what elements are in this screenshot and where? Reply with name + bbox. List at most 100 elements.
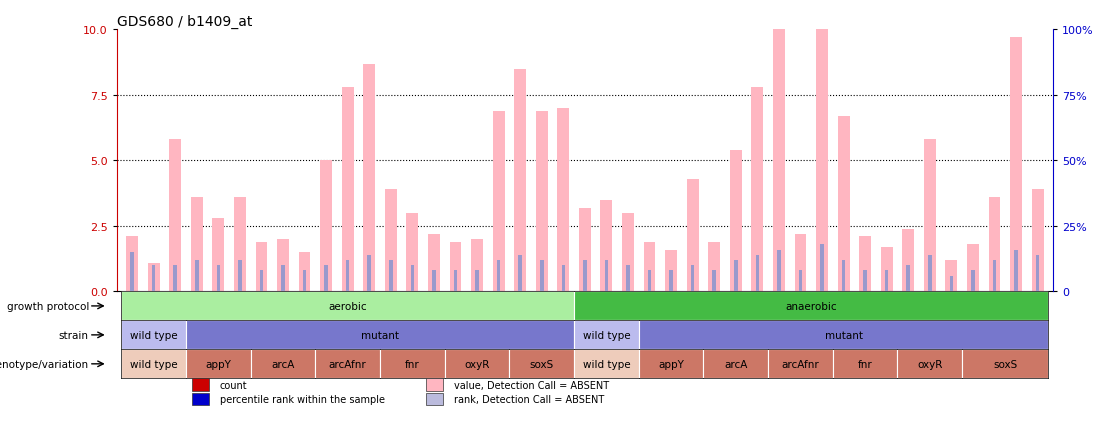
- Bar: [557, 109, 569, 292]
- Text: wild type: wild type: [583, 359, 631, 369]
- Bar: [638, 349, 703, 378]
- Bar: [174, 266, 177, 292]
- Text: arcA: arcA: [272, 359, 295, 369]
- Bar: [686, 179, 698, 292]
- Bar: [583, 260, 587, 292]
- Bar: [186, 349, 251, 378]
- Text: percentile rank within the sample: percentile rank within the sample: [219, 394, 385, 404]
- Bar: [794, 234, 807, 292]
- Bar: [730, 151, 742, 292]
- Bar: [622, 214, 634, 292]
- Bar: [842, 260, 846, 292]
- Bar: [778, 250, 781, 292]
- Bar: [432, 271, 436, 292]
- Text: mutant: mutant: [824, 330, 862, 340]
- Bar: [928, 255, 931, 292]
- Bar: [216, 266, 221, 292]
- Text: wild type: wild type: [130, 330, 177, 340]
- Bar: [907, 266, 910, 292]
- Bar: [384, 190, 397, 292]
- Bar: [799, 271, 802, 292]
- Bar: [121, 321, 186, 349]
- Bar: [993, 260, 996, 292]
- Bar: [407, 214, 418, 292]
- Bar: [561, 266, 565, 292]
- Bar: [515, 69, 526, 292]
- Bar: [426, 393, 442, 405]
- Text: GDS680 / b1409_at: GDS680 / b1409_at: [117, 15, 253, 30]
- Bar: [320, 161, 332, 292]
- Bar: [574, 349, 638, 378]
- Text: value, Detection Call = ABSENT: value, Detection Call = ABSENT: [453, 380, 609, 390]
- Text: genotype/variation: genotype/variation: [0, 359, 89, 369]
- Bar: [946, 260, 957, 292]
- Text: rank, Detection Call = ABSENT: rank, Detection Call = ABSENT: [453, 394, 604, 404]
- Bar: [713, 271, 716, 292]
- Text: anaerobic: anaerobic: [785, 301, 837, 311]
- Bar: [540, 260, 544, 292]
- Bar: [380, 349, 444, 378]
- Text: appY: appY: [658, 359, 684, 369]
- Bar: [476, 271, 479, 292]
- Bar: [644, 242, 655, 292]
- Bar: [190, 197, 203, 292]
- Bar: [192, 393, 208, 405]
- Bar: [691, 266, 694, 292]
- Bar: [186, 321, 574, 349]
- Bar: [444, 349, 509, 378]
- Bar: [497, 260, 500, 292]
- Text: count: count: [219, 380, 247, 390]
- Bar: [773, 30, 785, 292]
- Bar: [838, 117, 850, 292]
- Bar: [518, 255, 522, 292]
- Bar: [752, 88, 763, 292]
- Bar: [881, 247, 892, 292]
- Bar: [299, 253, 311, 292]
- Bar: [647, 271, 652, 292]
- Text: fnr: fnr: [405, 359, 420, 369]
- Bar: [755, 255, 759, 292]
- Text: strain: strain: [59, 330, 89, 340]
- Bar: [363, 64, 375, 292]
- Bar: [769, 349, 833, 378]
- Bar: [195, 260, 198, 292]
- Bar: [152, 266, 155, 292]
- Bar: [574, 321, 638, 349]
- Bar: [315, 349, 380, 378]
- Bar: [426, 378, 442, 391]
- Bar: [277, 240, 289, 292]
- Bar: [342, 88, 353, 292]
- Text: growth protocol: growth protocol: [7, 301, 89, 311]
- Bar: [670, 271, 673, 292]
- Bar: [130, 253, 134, 292]
- Bar: [734, 260, 737, 292]
- Bar: [709, 242, 720, 292]
- Bar: [148, 263, 159, 292]
- Bar: [169, 140, 182, 292]
- Bar: [324, 266, 328, 292]
- Bar: [1010, 38, 1022, 292]
- Bar: [902, 229, 915, 292]
- Bar: [988, 197, 1000, 292]
- Bar: [820, 245, 823, 292]
- Bar: [665, 250, 677, 292]
- Bar: [962, 349, 1048, 378]
- Text: arcAfnr: arcAfnr: [782, 359, 819, 369]
- Text: wild type: wild type: [583, 330, 631, 340]
- Bar: [234, 197, 246, 292]
- Bar: [859, 237, 871, 292]
- Bar: [450, 242, 461, 292]
- Bar: [967, 245, 979, 292]
- Text: oxyR: oxyR: [917, 359, 942, 369]
- Text: wild type: wild type: [130, 359, 177, 369]
- Text: soxS: soxS: [529, 359, 554, 369]
- Bar: [345, 260, 350, 292]
- Bar: [192, 378, 208, 391]
- Bar: [411, 266, 414, 292]
- Bar: [885, 271, 889, 292]
- Bar: [126, 237, 138, 292]
- Bar: [626, 266, 629, 292]
- Bar: [949, 276, 954, 292]
- Bar: [971, 271, 975, 292]
- Text: soxS: soxS: [994, 359, 1017, 369]
